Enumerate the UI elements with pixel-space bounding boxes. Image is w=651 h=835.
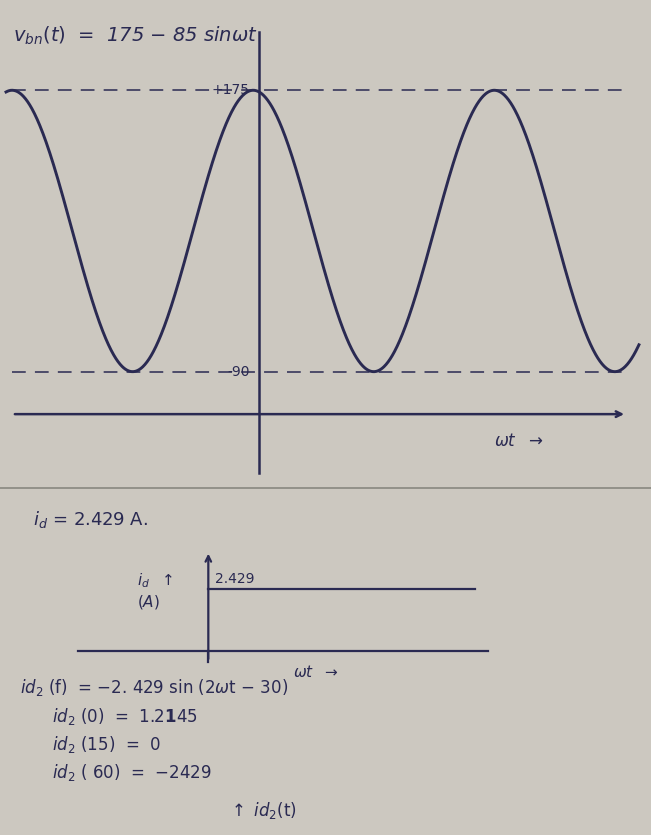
Text: +175: +175: [212, 84, 249, 97]
Text: $\uparrow$ $\mathit{id_2}$(t): $\uparrow$ $\mathit{id_2}$(t): [228, 800, 297, 821]
Text: $\mathit{id_2}$ (15)  =  0: $\mathit{id_2}$ (15) = 0: [52, 734, 161, 755]
Text: $(A)$: $(A)$: [137, 593, 159, 610]
Text: $\mathit{i_d}$ = 2.429 A.: $\mathit{i_d}$ = 2.429 A.: [33, 509, 148, 530]
Text: $\mathit{id_2}$ ( 60)  =  $-$2429: $\mathit{id_2}$ ( 60) = $-$2429: [52, 762, 212, 783]
Text: $v_{bn}(t)$  =  175 $-$ 85 sin$\omega$t: $v_{bn}(t)$ = 175 $-$ 85 sin$\omega$t: [13, 24, 258, 47]
Text: -90: -90: [227, 365, 249, 378]
Text: $\mathit{id_2}$ (0)  =  1.2$\mathbf{1}$45: $\mathit{id_2}$ (0) = 1.2$\mathbf{1}$45: [52, 706, 198, 727]
Text: $\omega$t  $\rightarrow$: $\omega$t $\rightarrow$: [494, 432, 544, 450]
Text: $\omega$t  $\rightarrow$: $\omega$t $\rightarrow$: [293, 665, 339, 681]
Text: $\mathit{id_2}$ (f)  = $-$2. 429 sin (2$\omega$t $-$ 30): $\mathit{id_2}$ (f) = $-$2. 429 sin (2$\…: [20, 677, 288, 698]
Text: 2.429: 2.429: [215, 571, 255, 585]
Text: $\mathit{i_d}$  $\uparrow$: $\mathit{i_d}$ $\uparrow$: [137, 571, 173, 590]
